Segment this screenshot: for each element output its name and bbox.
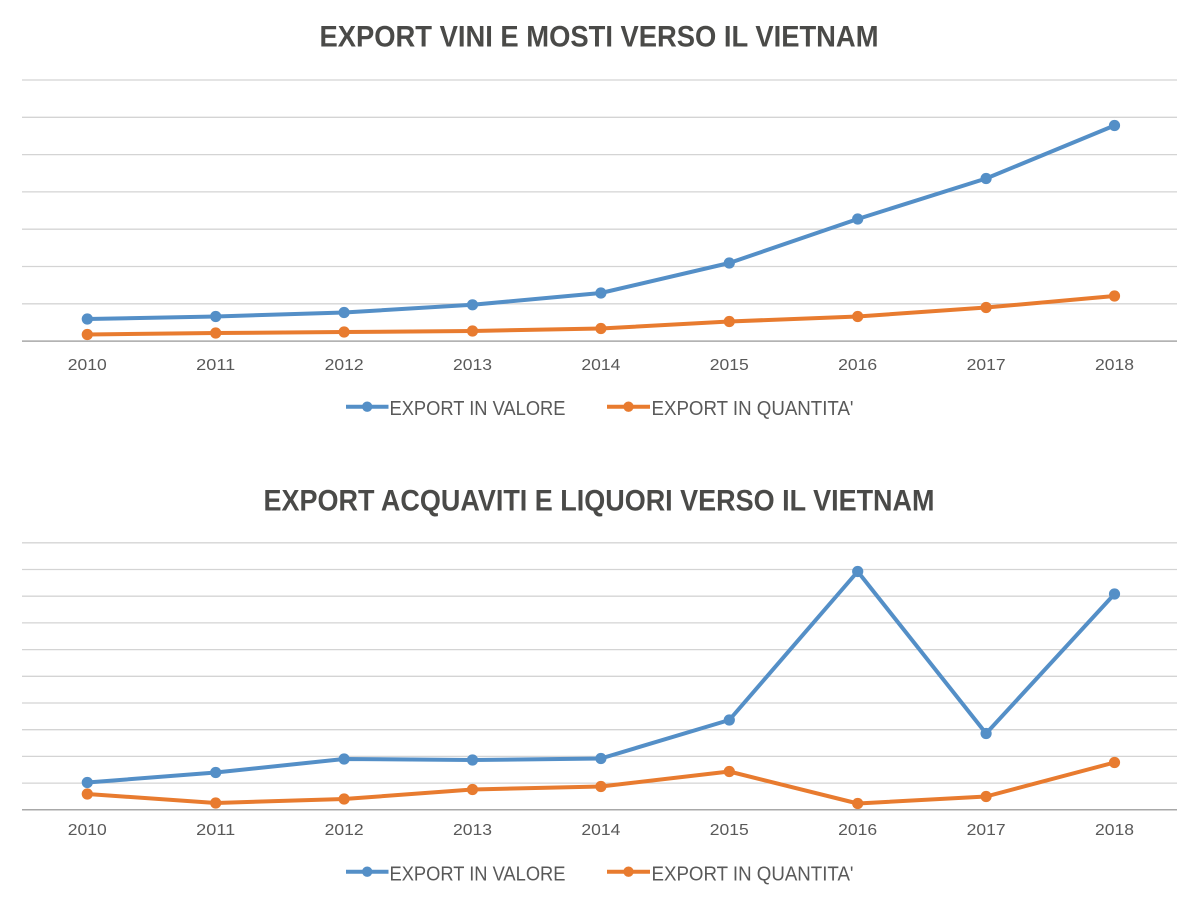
svg-text:2012: 2012 [325, 822, 364, 839]
svg-text:2010: 2010 [68, 822, 107, 839]
svg-text:2016: 2016 [838, 357, 877, 374]
svg-text:2013: 2013 [453, 822, 492, 839]
svg-text:EXPORT VINI E MOSTI VERSO IL V: EXPORT VINI E MOSTI VERSO IL VIETNAM [320, 21, 879, 54]
svg-text:2016: 2016 [838, 822, 877, 839]
svg-text:2013: 2013 [453, 357, 492, 374]
svg-text:2015: 2015 [710, 357, 749, 374]
svg-text:2014: 2014 [581, 822, 620, 839]
svg-text:EXPORT IN VALORE: EXPORT IN VALORE [390, 864, 566, 886]
svg-text:EXPORT ACQUAVITI E LIQUORI VER: EXPORT ACQUAVITI E LIQUORI VERSO IL VIET… [264, 484, 935, 517]
svg-text:EXPORT IN QUANTITA': EXPORT IN QUANTITA' [652, 398, 854, 420]
svg-text:2010: 2010 [68, 357, 107, 374]
svg-text:2017: 2017 [967, 357, 1006, 374]
svg-text:EXPORT IN VALORE: EXPORT IN VALORE [390, 398, 566, 420]
svg-text:2015: 2015 [710, 822, 749, 839]
svg-text:2012: 2012 [325, 357, 364, 374]
svg-text:2011: 2011 [196, 357, 235, 374]
svg-text:2014: 2014 [581, 357, 620, 374]
svg-text:2018: 2018 [1095, 822, 1134, 839]
svg-text:EXPORT IN QUANTITA': EXPORT IN QUANTITA' [652, 864, 854, 886]
svg-text:2017: 2017 [967, 822, 1006, 839]
svg-text:2018: 2018 [1095, 357, 1134, 374]
svg-text:2011: 2011 [196, 822, 235, 839]
